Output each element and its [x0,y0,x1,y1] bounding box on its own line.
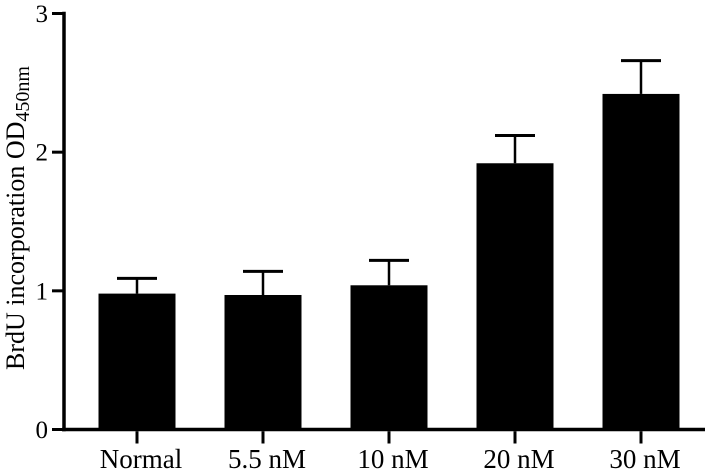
y-tick-label: 0 [36,417,49,444]
y-tick-label: 1 [36,278,49,305]
x-tick-label: 10 nM [357,444,428,474]
bar [602,93,680,430]
bar [98,293,176,430]
bar [350,285,428,430]
y-tick-label: 2 [36,140,49,167]
y-tick-label: 3 [36,1,49,28]
bar [224,294,302,430]
y-axis-title-main: BrdU incorporation OD [1,122,30,370]
x-tick-label: Normal [100,444,182,474]
y-axis-title: BrdU incorporation OD450nm [1,66,34,370]
bar [476,163,554,430]
x-tick-label: 5.5 nM [228,444,306,474]
y-axis-title-subscript: 450nm [12,66,34,122]
x-tick-label: 20 nM [483,444,554,474]
x-tick-label: 30 nM [609,444,680,474]
